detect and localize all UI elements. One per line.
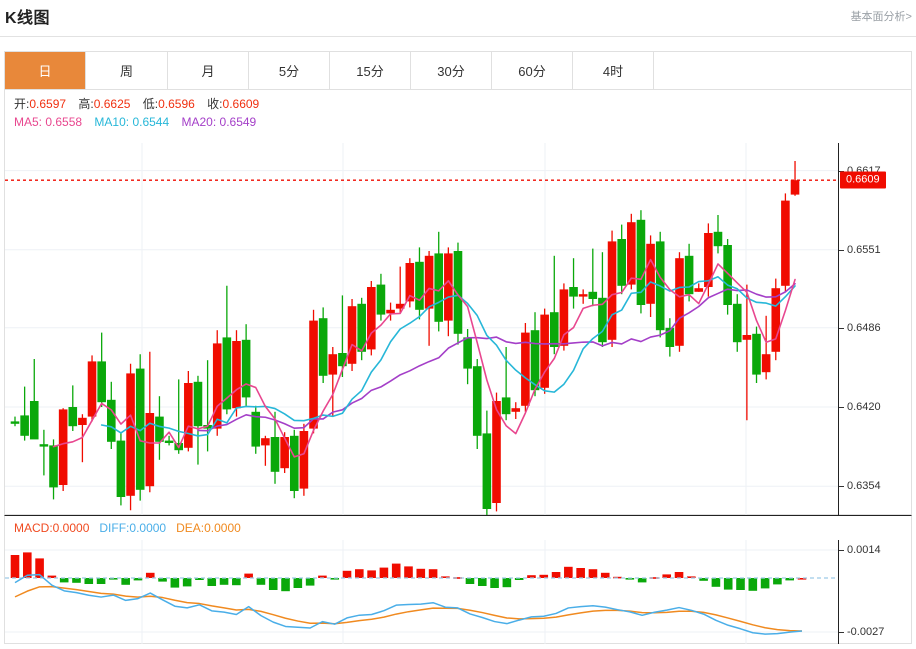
price-tick <box>839 170 844 172</box>
price-tick <box>839 407 844 408</box>
ma20-value: 0.6549 <box>219 115 257 129</box>
macd-axis-line <box>838 540 839 644</box>
tab-4[interactable]: 15分 <box>330 52 411 89</box>
candlestick-plot[interactable] <box>5 143 838 515</box>
high-label: 高: <box>78 97 94 111</box>
high-value: 0.6625 <box>93 97 131 111</box>
header-divider <box>0 36 916 37</box>
price-tick-label: 0.6486 <box>847 321 881 334</box>
page-header: K线图 基本面分析> <box>0 0 916 37</box>
tab-7[interactable]: 4时 <box>573 52 654 89</box>
close-value: 0.6609 <box>222 97 260 111</box>
ma5-value: 0.6558 <box>45 115 83 129</box>
close-label: 收: <box>207 97 223 111</box>
dea-value: 0.0000 <box>204 521 241 535</box>
macd-tick <box>839 632 844 633</box>
macd-plot[interactable] <box>5 540 838 644</box>
price-axis-labels: 0.6617 0.6551 0.6486 0.6420 0.6354 0.6609 <box>839 143 916 515</box>
macd-chart-frame <box>4 515 912 644</box>
fundamental-analysis-link[interactable]: 基本面分析> <box>850 11 912 23</box>
open-value: 0.6597 <box>29 97 67 111</box>
macd-tick-label: -0.0027 <box>847 626 885 638</box>
tab-3[interactable]: 5分 <box>249 52 330 89</box>
macd-axis-labels: 0.0014 -0.0027 <box>839 540 916 644</box>
tab-5[interactable]: 30分 <box>411 52 492 89</box>
macd-value: 0.0000 <box>52 521 90 535</box>
diff-label: DIFF: <box>99 521 130 535</box>
price-tick-label: 0.6420 <box>847 401 881 413</box>
price-tick-label: 0.6354 <box>847 480 881 493</box>
tab-6[interactable]: 60分 <box>492 52 573 89</box>
ohlc-legend: 开:0.6597 高:0.6625 低:0.6596 收:0.6609 MA5:… <box>14 95 514 131</box>
dea-label: DEA: <box>176 521 205 535</box>
ma5-label: MA5: <box>14 115 43 129</box>
price-axis-line <box>838 143 839 515</box>
tab-bar-filler <box>654 52 911 89</box>
current-price-badge: 0.6609 <box>840 171 886 189</box>
macd-legend: MACD:0.0000 DIFF:0.0000 DEA:0.0000 <box>14 521 241 535</box>
macd-tick <box>839 550 844 551</box>
macd-tick-label: 0.0014 <box>847 544 881 556</box>
tab-1[interactable]: 周 <box>86 52 168 89</box>
price-tick <box>839 249 844 251</box>
tab-2[interactable]: 月 <box>168 52 249 89</box>
timeframe-tab-bar[interactable]: 日周月 5分 15分 30分 60分 4时 <box>4 51 912 90</box>
ma20-label: MA20: <box>181 115 217 129</box>
price-tick <box>839 327 844 329</box>
price-tick-label: 0.6551 <box>847 243 881 256</box>
open-label: 开: <box>14 97 30 111</box>
low-label: 低: <box>142 97 159 111</box>
tab-0[interactable]: 日 <box>5 52 86 89</box>
ma10-value: 0.6544 <box>132 115 170 129</box>
macd-label: MACD: <box>14 521 53 535</box>
page-title: K线图 <box>5 10 51 27</box>
price-tick <box>839 486 844 488</box>
diff-value: 0.0000 <box>129 521 167 535</box>
ma10-label: MA10: <box>94 115 130 129</box>
low-value: 0.6596 <box>158 97 195 111</box>
